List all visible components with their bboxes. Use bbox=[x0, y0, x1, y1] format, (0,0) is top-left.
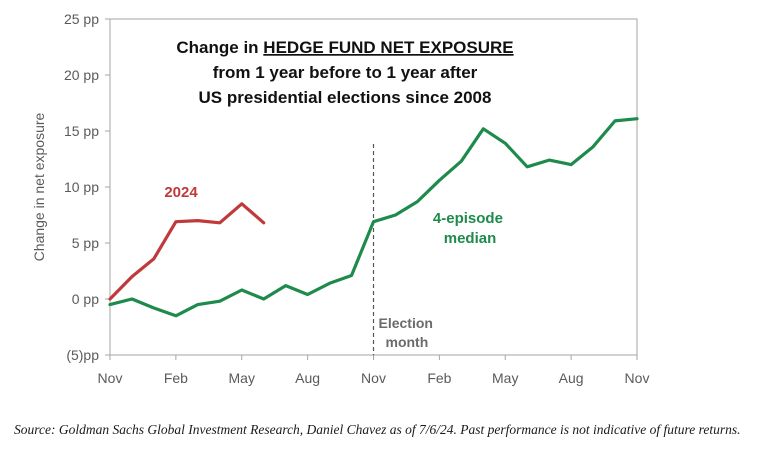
series-line-1 bbox=[108, 202, 266, 301]
x-tick-label: May bbox=[492, 370, 518, 386]
chart-title-line1: Change in HEDGE FUND NET EXPOSURE bbox=[176, 38, 513, 57]
election-annotation-line1: Election bbox=[379, 315, 433, 331]
chart: 25 pp 20 pp 15 pp 10 pp 5 pp 0 pp (5)pp Nov Feb… bbox=[31, 11, 650, 386]
x-tick-label: Aug bbox=[295, 370, 320, 386]
y-tick-label: (5)pp bbox=[66, 347, 99, 363]
x-tick-label: Feb bbox=[164, 370, 188, 386]
x-tick-label: May bbox=[229, 370, 255, 386]
y-tick-label: 20 pp bbox=[64, 67, 99, 83]
y-tick-label: 10 pp bbox=[64, 179, 99, 195]
series-label-2024: 2024 bbox=[164, 184, 198, 201]
x-tick-label: Nov bbox=[98, 370, 123, 386]
election-annotation-line2: month bbox=[386, 334, 429, 350]
y-tick-label: 0 pp bbox=[72, 291, 99, 307]
x-tick-label: Nov bbox=[361, 370, 386, 386]
y-tick-label: 5 pp bbox=[72, 235, 99, 251]
y-axis-label: Change in net exposure bbox=[31, 112, 47, 261]
y-tick-label: 15 pp bbox=[64, 123, 99, 139]
chart-title-line2: from 1 year before to 1 year after bbox=[213, 63, 478, 82]
x-tick-label: Nov bbox=[625, 370, 650, 386]
x-tick-label: Aug bbox=[559, 370, 584, 386]
series-line-0 bbox=[108, 117, 639, 318]
x-tick-label: Feb bbox=[427, 370, 451, 386]
series-label-median: 4-episode median bbox=[433, 210, 507, 247]
y-tick-label: 25 pp bbox=[64, 11, 99, 27]
source-note: Source: Goldman Sachs Global Investment … bbox=[14, 422, 741, 437]
chart-title-line3: US presidential elections since 2008 bbox=[199, 88, 492, 107]
